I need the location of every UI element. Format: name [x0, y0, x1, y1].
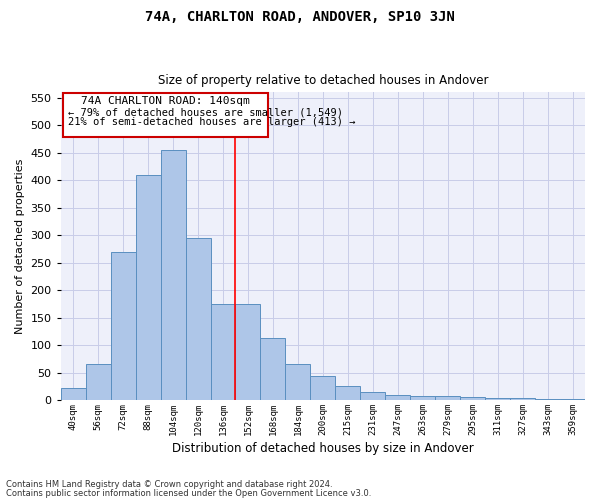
- Bar: [410, 396, 435, 400]
- Bar: [86, 364, 110, 400]
- Bar: [286, 364, 310, 400]
- Bar: [385, 394, 410, 400]
- Bar: [211, 304, 235, 400]
- Bar: [161, 150, 185, 400]
- Bar: [335, 386, 361, 400]
- Bar: [535, 399, 560, 400]
- Bar: [460, 398, 485, 400]
- X-axis label: Distribution of detached houses by size in Andover: Distribution of detached houses by size …: [172, 442, 474, 455]
- Text: Contains HM Land Registry data © Crown copyright and database right 2024.: Contains HM Land Registry data © Crown c…: [6, 480, 332, 489]
- Bar: [485, 398, 510, 400]
- Text: 74A, CHARLTON ROAD, ANDOVER, SP10 3JN: 74A, CHARLTON ROAD, ANDOVER, SP10 3JN: [145, 10, 455, 24]
- Bar: [61, 388, 86, 400]
- Bar: [110, 252, 136, 400]
- FancyBboxPatch shape: [63, 94, 268, 138]
- Y-axis label: Number of detached properties: Number of detached properties: [15, 158, 25, 334]
- Text: Contains public sector information licensed under the Open Government Licence v3: Contains public sector information licen…: [6, 489, 371, 498]
- Bar: [185, 238, 211, 400]
- Bar: [361, 392, 385, 400]
- Bar: [260, 338, 286, 400]
- Title: Size of property relative to detached houses in Andover: Size of property relative to detached ho…: [158, 74, 488, 87]
- Bar: [510, 398, 535, 400]
- Text: ← 79% of detached houses are smaller (1,549): ← 79% of detached houses are smaller (1,…: [68, 107, 343, 117]
- Bar: [310, 376, 335, 400]
- Text: 74A CHARLTON ROAD: 140sqm: 74A CHARLTON ROAD: 140sqm: [81, 96, 250, 106]
- Bar: [560, 399, 585, 400]
- Text: 21% of semi-detached houses are larger (413) →: 21% of semi-detached houses are larger (…: [68, 117, 356, 127]
- Bar: [235, 304, 260, 400]
- Bar: [435, 396, 460, 400]
- Bar: [136, 175, 161, 400]
